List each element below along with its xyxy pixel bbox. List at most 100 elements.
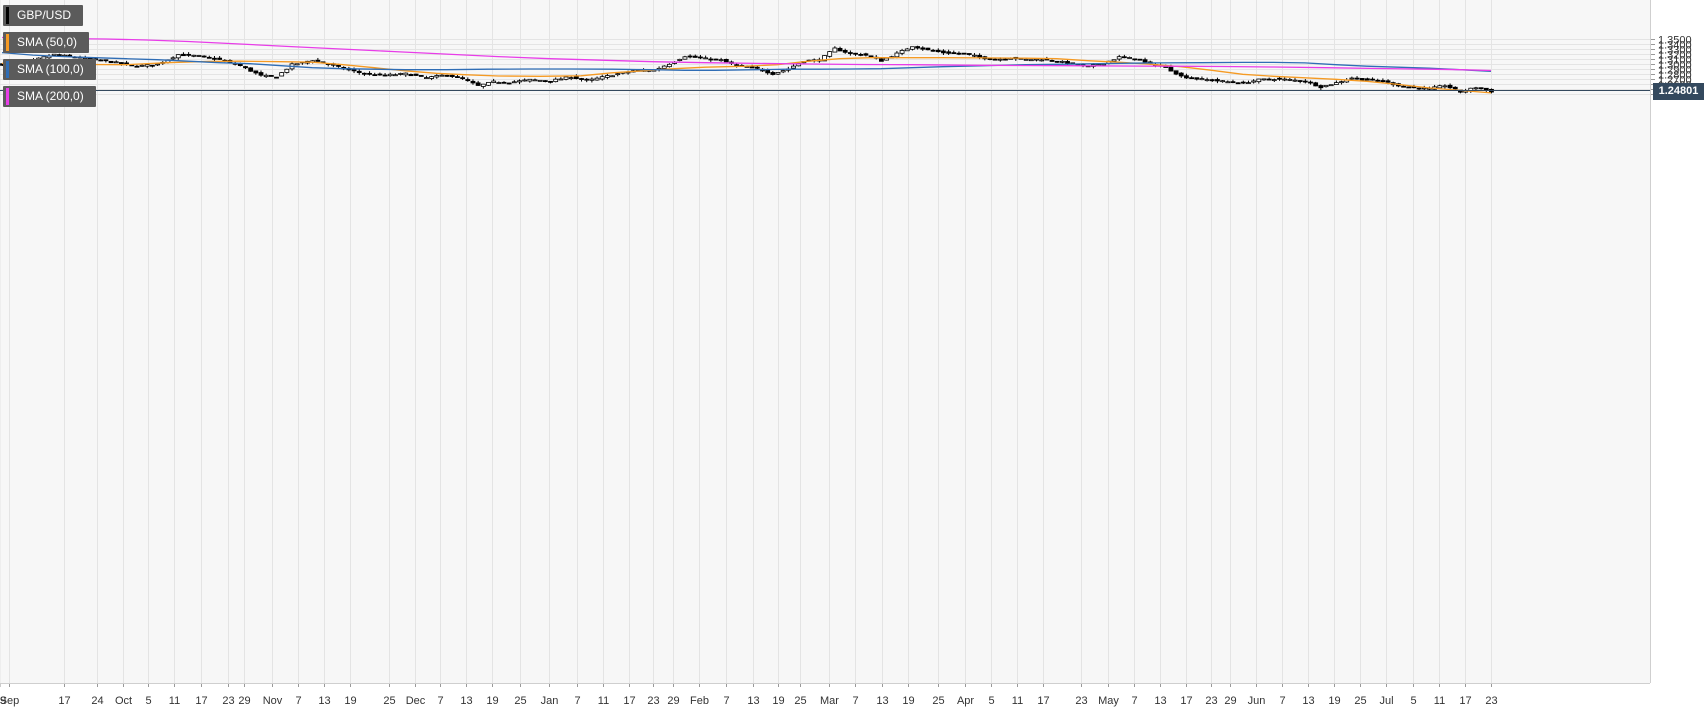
- candle-down: [1184, 75, 1189, 79]
- candle-up: [1349, 77, 1355, 80]
- y-tick-label: 1.2800: [1658, 70, 1692, 82]
- x-tick-label: 19: [772, 695, 784, 707]
- candle-up: [677, 58, 683, 61]
- candle-down: [460, 77, 466, 80]
- candle-up: [1282, 78, 1288, 81]
- candle-up: [1256, 78, 1262, 83]
- legend-item-sma200[interactable]: SMA (200,0): [3, 86, 96, 107]
- candle-up: [434, 75, 440, 78]
- y-tick-label: 1.3300: [1658, 45, 1692, 57]
- candle-down: [1054, 60, 1060, 63]
- x-axis: Sep 17 24 Oct 5 11 17 23 29 Nov 7 13 19 25 Dec 7 13 19 25 J…: [0, 683, 1498, 707]
- x-tick-label: 17: [1459, 695, 1471, 707]
- candle-up: [604, 75, 610, 78]
- legend-swatch-gbpusd: [6, 7, 9, 24]
- candle-up: [1473, 87, 1479, 90]
- x-tick-label: Mar: [820, 695, 839, 707]
- candle-down: [465, 79, 471, 82]
- candle-down: [847, 52, 853, 54]
- legend: GBP/USD SMA (50,0) SMA (100,0) SMA (200,…: [3, 5, 96, 113]
- candle-down: [966, 53, 972, 55]
- candle-up: [1442, 85, 1448, 88]
- candle-down: [186, 53, 192, 56]
- x-tick-label: Jul: [1379, 695, 1393, 707]
- x-tick-label: 7: [852, 695, 858, 707]
- candle-down: [315, 59, 321, 62]
- candle-up: [1261, 78, 1267, 81]
- candle-down: [243, 66, 248, 69]
- candle-up: [1339, 81, 1344, 84]
- candle-up: [491, 80, 497, 83]
- candle-down: [868, 55, 874, 58]
- candle-down: [1142, 59, 1148, 63]
- x-tick-label: 23: [1205, 695, 1217, 707]
- candle-down: [108, 60, 114, 64]
- candle-down: [1168, 66, 1174, 72]
- x-tick-label: 13: [460, 695, 472, 707]
- candle-up: [610, 75, 615, 78]
- x-tick-label: Dec: [406, 695, 426, 707]
- candle-down: [1235, 82, 1241, 85]
- candle-up: [537, 79, 543, 82]
- candle-down: [1049, 60, 1055, 62]
- candle-up: [196, 55, 202, 57]
- x-tick-label: 29: [1224, 695, 1236, 707]
- candle-up: [594, 77, 600, 81]
- candle-down: [708, 58, 714, 61]
- candle-up: [517, 80, 522, 83]
- candle-down: [274, 76, 279, 79]
- candle-down: [956, 52, 962, 55]
- legend-item-sma50[interactable]: SMA (50,0): [3, 32, 90, 53]
- candle-up: [139, 64, 145, 67]
- candle-down: [1277, 77, 1282, 80]
- candle-down: [377, 73, 383, 76]
- candle-up: [899, 50, 905, 54]
- candle-down: [1003, 58, 1008, 61]
- candle-up: [718, 59, 724, 62]
- candle-down: [455, 76, 460, 78]
- x-tick-label: 23: [1075, 695, 1087, 707]
- candle-down: [1478, 87, 1484, 90]
- x-tick-label: 17: [1037, 695, 1049, 707]
- x-tick-label: 29: [0, 695, 6, 707]
- x-tick-label: Nov: [263, 695, 283, 707]
- last-price-label: 1.24801: [1653, 82, 1704, 100]
- candle-down: [248, 67, 254, 72]
- candle-down: [382, 74, 388, 77]
- candle-up: [175, 54, 181, 59]
- x-tick-label: 25: [383, 695, 395, 707]
- candle-up: [398, 73, 403, 75]
- candle-down: [935, 49, 941, 53]
- candle-up: [439, 74, 445, 77]
- candle-down: [925, 47, 931, 51]
- sma-line-2000: [1, 36, 1492, 72]
- candle-up: [1023, 58, 1029, 61]
- candle-down: [119, 62, 124, 65]
- legend-item-gbpusd[interactable]: GBP/USD: [3, 5, 84, 26]
- candle-down: [863, 53, 869, 56]
- candle-down: [134, 65, 140, 68]
- candle-down: [977, 54, 983, 58]
- candle-down: [723, 58, 729, 63]
- legend-swatch-sma100: [6, 61, 9, 78]
- candle-down: [1375, 79, 1381, 82]
- candle-up: [910, 46, 915, 50]
- sma-line-500: [1, 57, 1492, 94]
- candle-down: [217, 57, 223, 60]
- x-tick-label: 7: [437, 695, 443, 707]
- x-tick-label: 19: [344, 695, 356, 707]
- plot-background: [0, 0, 1650, 683]
- x-tick-label: May: [1098, 695, 1119, 707]
- candle-up: [429, 76, 435, 79]
- candle-up: [1287, 79, 1293, 81]
- candle-up: [775, 72, 781, 75]
- legend-item-sma100[interactable]: SMA (100,0): [3, 59, 96, 80]
- candle-down: [237, 63, 243, 67]
- candle-up: [113, 61, 119, 64]
- candle-up: [553, 78, 559, 83]
- x-tick-label: Jun: [1248, 695, 1266, 707]
- candle-up: [424, 77, 429, 79]
- candle-down: [687, 55, 693, 58]
- candle-down: [1452, 86, 1458, 90]
- candle-up: [997, 58, 1003, 61]
